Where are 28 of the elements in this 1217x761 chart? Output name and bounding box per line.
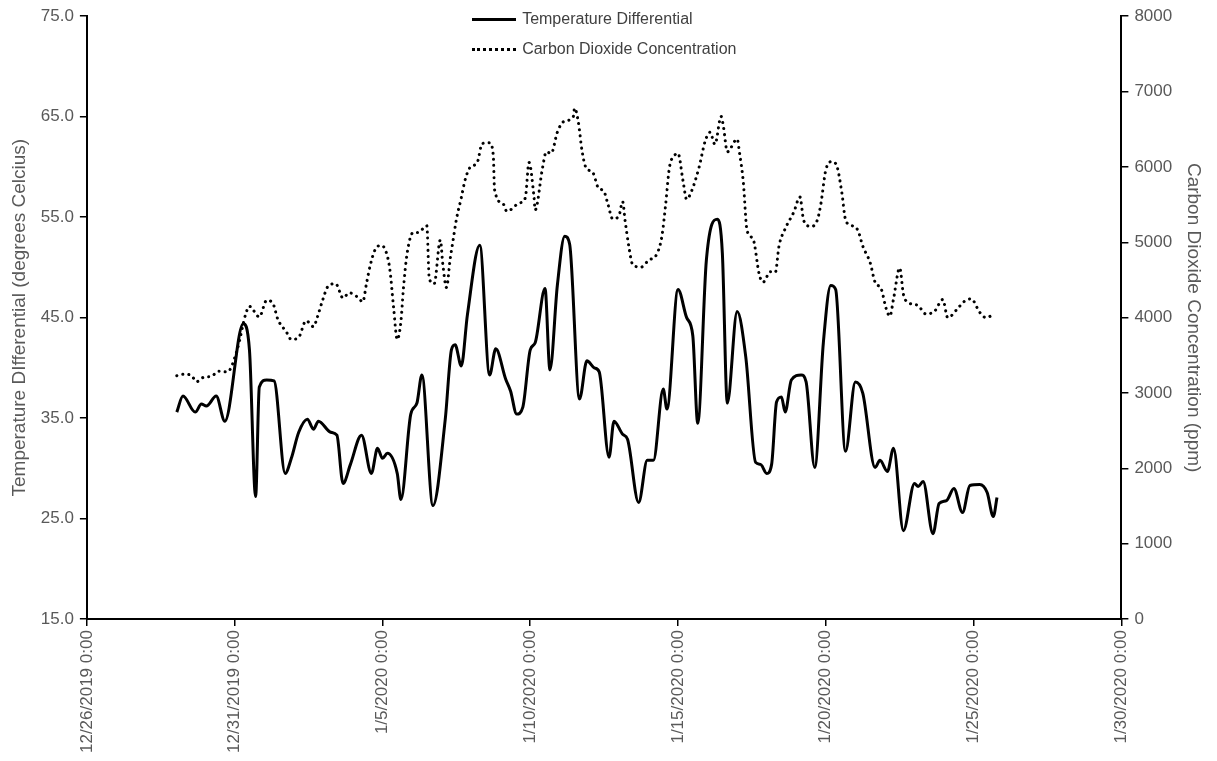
y2-tick-label: 4000 <box>1134 307 1173 327</box>
y2-tick-label: 0 <box>1134 608 1144 628</box>
x-tick-label: 1/5/2020 0:00 <box>372 630 392 735</box>
x-tick-label: 1/10/2020 0:00 <box>519 630 539 744</box>
y2-tick-label: 3000 <box>1134 382 1173 402</box>
y-tick-label: 55.0 <box>40 206 74 226</box>
y2-tick-label: 8000 <box>1134 5 1173 25</box>
x-tick-label: 1/20/2020 0:00 <box>815 630 835 744</box>
y2-tick-label: 2000 <box>1134 458 1173 478</box>
x-tick-label: 1/25/2020 0:00 <box>963 630 983 744</box>
y2-tick-label: 1000 <box>1134 533 1173 553</box>
y-tick-label: 35.0 <box>40 407 74 427</box>
y-tick-label: 15.0 <box>40 608 74 628</box>
y-tick-label: 75.0 <box>40 5 74 25</box>
y-tick-label: 25.0 <box>40 508 74 528</box>
y-tick-label: 45.0 <box>40 307 74 327</box>
legend-label: Temperature Differential <box>522 10 693 29</box>
y-tick-label: 65.0 <box>40 106 74 126</box>
x-tick-label: 12/31/2019 0:00 <box>224 630 244 754</box>
y2-tick-label: 7000 <box>1134 81 1173 101</box>
x-tick-label: 1/30/2020 0:00 <box>1111 630 1131 744</box>
x-tick-label: 12/26/2019 0:00 <box>76 630 96 754</box>
y2-tick-label: 6000 <box>1134 156 1173 176</box>
y-axis-title: Temperature DIfferential (degrees Celcius) <box>7 138 29 497</box>
y2-tick-label: 5000 <box>1134 231 1173 251</box>
y2-axis-title: Carbon Dioxide Concentration (ppm) <box>1184 162 1206 473</box>
legend-label: Carbon Dioxide Concentration <box>522 40 737 59</box>
x-tick-label: 1/15/2020 0:00 <box>667 630 687 744</box>
